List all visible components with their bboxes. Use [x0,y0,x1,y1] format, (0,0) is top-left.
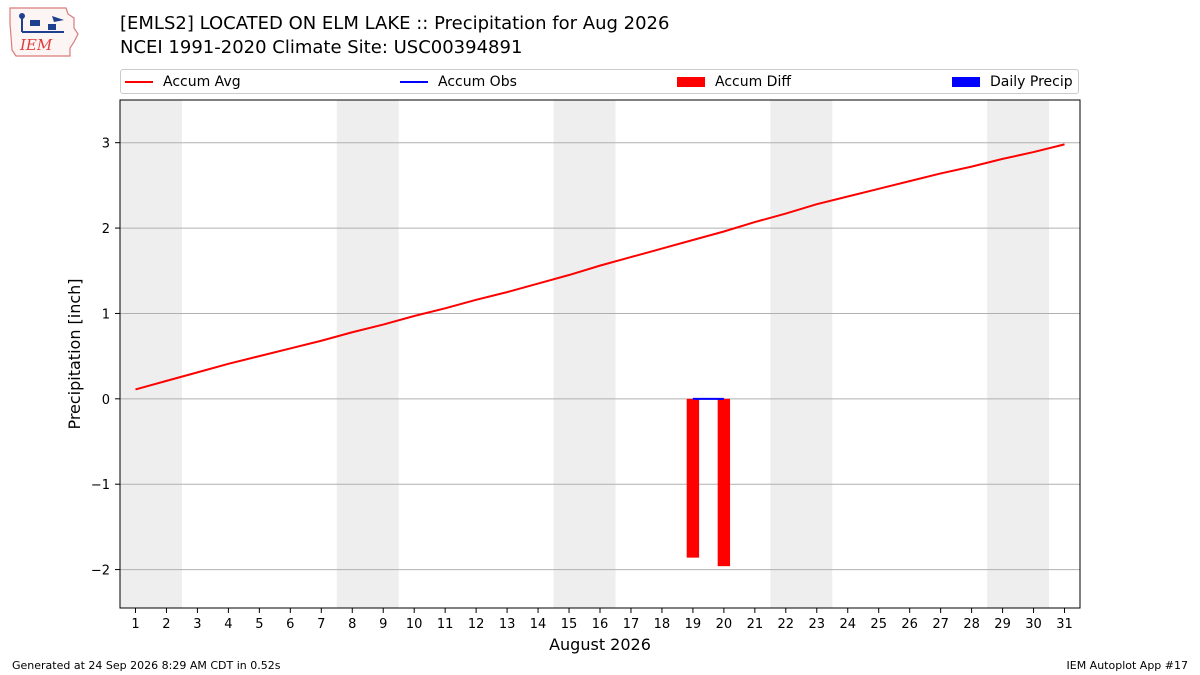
legend-label-accum-diff: Accum Diff [715,74,792,90]
x-tick-label: 23 [809,617,826,632]
weekend-band-4 [770,100,833,608]
chart-subtitle: NCEI 1991-2020 Climate Site: USC00394891 [120,37,523,58]
legend-swatch-daily-precip [952,77,980,87]
x-tick-label: 5 [255,617,263,632]
x-tick-label: 1 [131,617,139,632]
x-tick-label: 26 [901,617,918,632]
weekend-shading [120,100,1050,608]
x-tick-label: 6 [286,617,294,632]
x-tick-label: 28 [963,617,980,632]
legend-item-accum-diff: Accum Diff [677,73,791,91]
legend-label-daily-precip: Daily Precip [990,74,1073,90]
x-tick-label: 31 [1056,617,1073,632]
grid-lines [120,142,1080,571]
x-tick-label: 10 [406,617,423,632]
x-tick-label: 20 [716,617,733,632]
weekend-band-3 [553,100,616,608]
y-tick-label: 2 [102,222,110,237]
weekend-band-5 [987,100,1050,608]
x-tick-label: 21 [747,617,764,632]
weekend-band-2 [336,100,399,608]
x-tick-label: 24 [839,617,856,632]
x-tick-label: 7 [317,617,325,632]
x-tick-label: 13 [499,617,516,632]
x-tick-label: 14 [530,617,547,632]
bar-accum-diff [717,398,731,567]
legend-swatch-accum-obs [400,81,428,83]
iem-logo: IEM [8,6,80,58]
footer-app: IEM Autoplot App #17 [1066,659,1189,672]
y-tick-label: −2 [91,564,110,579]
logo-text: IEM [19,36,53,54]
x-tick-label: 19 [685,617,702,632]
x-tick-label: 22 [778,617,795,632]
weekend-band-1 [120,100,182,608]
x-tick-label: 16 [592,617,609,632]
bars [686,398,731,567]
x-tick-label: 25 [870,617,887,632]
y-tick-label: 3 [102,137,110,152]
lines [135,143,1065,400]
x-tick-label: 3 [193,617,201,632]
bar-accum-diff [686,398,700,558]
y-tick-label: −1 [91,478,110,493]
x-axis-ticks: 1 2 3 4 5 6 7 8 9 10 11 12 13 14 15 16 17 18 19 20 21 22 23 24 2… [131,608,1073,632]
legend-item-accum-avg: Accum Avg [125,73,241,91]
x-tick-label: 27 [932,617,949,632]
footer-generated: Generated at 24 Sep 2026 8:29 AM CDT in … [12,659,281,672]
legend-label-accum-avg: Accum Avg [163,74,241,90]
legend: Accum Avg Accum Obs Accum Diff Daily Pre… [120,69,1079,94]
legend-item-daily-precip: Daily Precip [952,73,1073,91]
y-axis-ticks: −2 −1 0 1 2 3 [91,137,120,579]
line-accum-avg [135,143,1065,391]
y-tick-label: 0 [102,393,110,408]
x-tick-label: 30 [1025,617,1042,632]
x-axis-label: August 2026 [549,635,651,654]
x-tick-label: 18 [654,617,671,632]
x-tick-label: 9 [379,617,387,632]
x-tick-label: 15 [561,617,578,632]
y-tick-label: 1 [102,307,110,322]
x-tick-label: 4 [224,617,232,632]
legend-label-accum-obs: Accum Obs [438,74,517,90]
legend-item-accum-obs: Accum Obs [400,73,517,91]
chart-title: [EMLS2] LOCATED ON ELM LAKE :: Precipita… [120,13,670,34]
y-axis-label: Precipitation [inch] [65,278,84,429]
legend-swatch-accum-diff [677,77,705,87]
x-tick-label: 12 [468,617,485,632]
legend-swatch-accum-avg [125,81,153,83]
x-tick-label: 17 [623,617,640,632]
x-tick-label: 8 [348,617,356,632]
x-tick-label: 2 [162,617,170,632]
x-tick-label: 29 [994,617,1011,632]
x-tick-label: 11 [437,617,454,632]
